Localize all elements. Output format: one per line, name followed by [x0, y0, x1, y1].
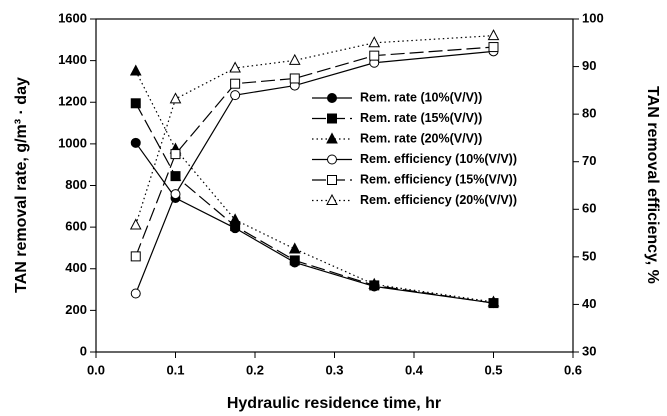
- x-tick-label: 0.6: [564, 362, 582, 377]
- legend-label: Rem. rate (10%(V/V)): [360, 90, 482, 104]
- marker: [170, 171, 181, 182]
- y2-axis-label: TAN removal efficiency, %: [644, 86, 661, 284]
- marker: [130, 288, 141, 299]
- y-tick-label: 200: [65, 302, 87, 317]
- legend-label: Rem. efficiency (15%(V/V)): [360, 172, 517, 186]
- y2-tick-label: 40: [582, 296, 596, 311]
- marker: [487, 29, 500, 41]
- legend-marker: [326, 132, 338, 144]
- marker: [488, 42, 499, 53]
- y2-tick-label: 80: [582, 106, 596, 121]
- y2-tick-label: 60: [582, 201, 596, 216]
- legend-label: Rem. rate (15%(V/V)): [360, 111, 482, 125]
- marker: [288, 53, 301, 65]
- y-tick-label: 1000: [58, 135, 87, 150]
- y-tick-label: 1600: [58, 10, 87, 25]
- marker: [229, 213, 241, 225]
- marker: [289, 255, 300, 266]
- legend-marker: [327, 113, 337, 124]
- marker: [170, 189, 181, 200]
- series-line: [135, 103, 494, 304]
- y2-tick-label: 30: [582, 343, 596, 358]
- x-tick-label: 0.3: [325, 362, 343, 377]
- series-line: [135, 46, 494, 257]
- legend-marker: [327, 154, 337, 165]
- x-tick-label: 0.1: [166, 362, 184, 377]
- y-tick-label: 800: [65, 177, 87, 192]
- x-tick-label: 0.4: [405, 362, 424, 377]
- legend-marker: [327, 93, 337, 103]
- series-line: [135, 50, 494, 294]
- marker: [129, 64, 142, 76]
- marker: [129, 218, 142, 230]
- y-tick-label: 0: [80, 343, 87, 358]
- legend-marker: [326, 193, 338, 205]
- marker: [170, 149, 181, 160]
- y-tick-label: 1200: [58, 94, 87, 109]
- y-axis-label: TAN removal rate, g/m³ · day: [13, 77, 30, 293]
- x-tick-label: 0.5: [484, 362, 502, 377]
- legend-label: Rem. efficiency (10%(V/V)): [360, 152, 517, 166]
- y2-tick-label: 70: [582, 153, 596, 168]
- legend-marker: [327, 175, 337, 185]
- y2-tick-label: 90: [582, 58, 596, 73]
- marker: [368, 277, 381, 289]
- marker: [487, 295, 500, 307]
- series-line: [135, 35, 494, 226]
- marker: [368, 36, 381, 48]
- marker: [230, 78, 241, 89]
- marker: [369, 50, 380, 61]
- y2-tick-label: 50: [582, 248, 596, 263]
- series-line: [135, 142, 494, 304]
- marker: [229, 61, 241, 73]
- marker: [230, 90, 241, 101]
- legend-label: Rem. rate (20%(V/V)): [360, 131, 482, 145]
- x-axis-label: Hydraulic residence time, hr: [227, 395, 441, 412]
- marker: [130, 98, 141, 109]
- legend-label: Rem. efficiency (20%(V/V)): [360, 193, 517, 207]
- marker: [130, 137, 141, 148]
- marker: [289, 73, 300, 84]
- x-tick-label: 0.2: [246, 362, 264, 377]
- y2-tick-label: 100: [582, 10, 604, 25]
- y-tick-label: 400: [65, 260, 87, 275]
- marker: [130, 251, 141, 262]
- y-tick-label: 1400: [58, 52, 87, 67]
- series-line: [135, 70, 494, 303]
- y-tick-label: 600: [65, 219, 87, 234]
- marker: [169, 92, 182, 104]
- marker: [288, 242, 301, 254]
- x-tick-label: 0.0: [87, 362, 105, 377]
